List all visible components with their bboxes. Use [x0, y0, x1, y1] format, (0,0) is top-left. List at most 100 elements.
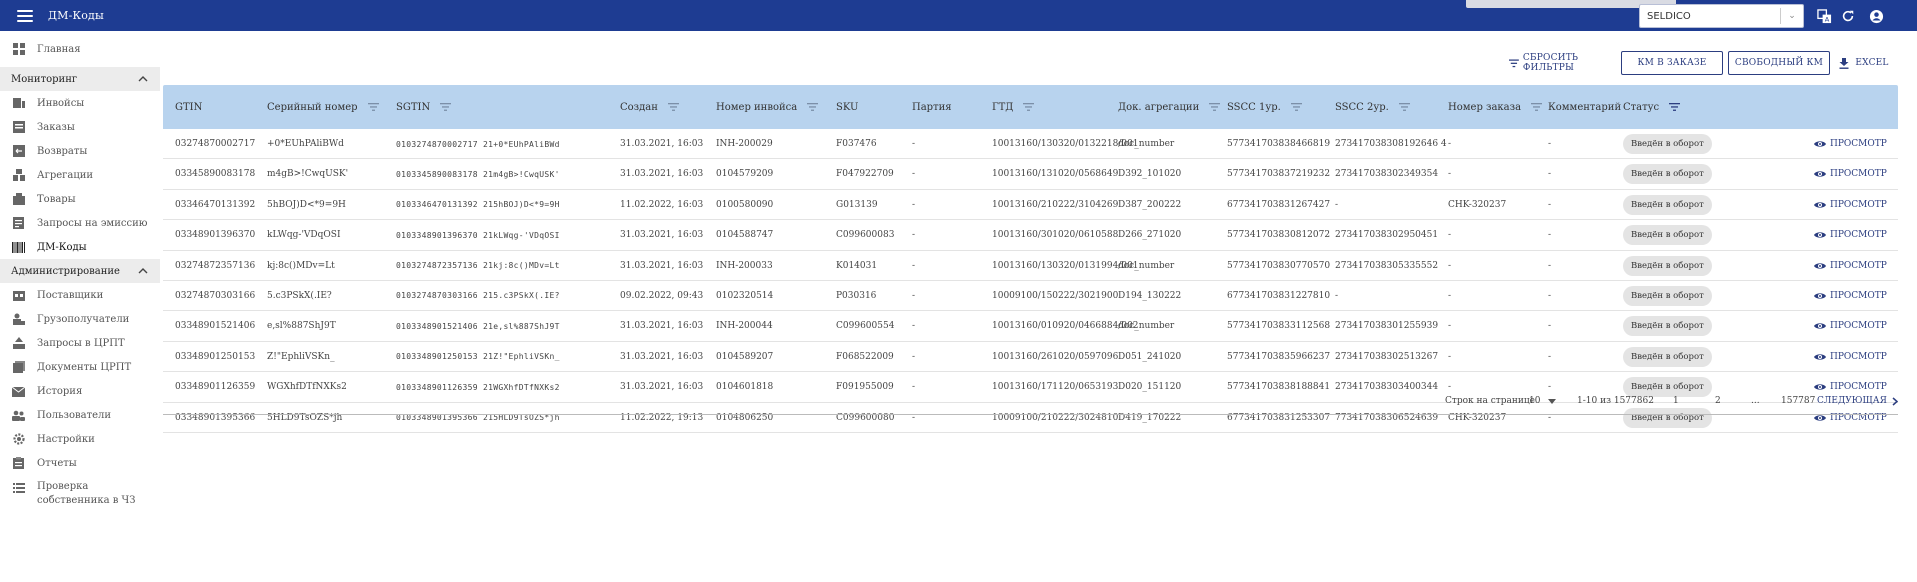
sidebar-item-owner-check[interactable]: Проверка собственника в ЧЗ [0, 475, 160, 515]
page-button-last[interactable]: 157787 [1781, 396, 1816, 406]
column-header-label: SGTIN [396, 101, 431, 113]
km-in-order-button[interactable]: КМ В ЗАКАЗЕ [1621, 51, 1723, 75]
status-badge[interactable]: Введён в оборот [1623, 164, 1712, 185]
chevron-down-icon[interactable]: ⌄ [1788, 11, 1796, 21]
sidebar-item-dm-codes[interactable]: ДМ-Коды [0, 235, 160, 259]
view-button[interactable]: ПРОСМОТР [1814, 169, 1887, 179]
sidebar-item-settings[interactable]: Настройки [0, 427, 160, 451]
filter-icon[interactable] [1023, 103, 1035, 111]
column-header-label: Партия [912, 101, 952, 113]
filter-icon[interactable] [1290, 103, 1302, 111]
filter-icon[interactable] [1398, 103, 1410, 111]
sidebar-item-consignees[interactable]: Грузополучатели [0, 307, 160, 331]
hamburger-menu-icon[interactable] [17, 9, 33, 22]
status-cell: Введён в оборот [1623, 372, 1712, 402]
status-badge[interactable]: Введён в оборот [1623, 134, 1712, 154]
status-badge[interactable]: Введён в оборот [1623, 255, 1712, 276]
column-header-sku[interactable]: SKU [836, 85, 858, 129]
column-header-serial[interactable]: Серийный номер [267, 85, 379, 129]
column-header-sscc1[interactable]: SSCC 1ур. [1227, 85, 1302, 129]
filter-icon[interactable] [1531, 103, 1543, 111]
cell-sgtin: 0103348901521406 21e,sl%887ShJ9T [396, 321, 560, 331]
cell-created: 11.02.2022, 19:13 [620, 412, 704, 423]
column-header-sscc2[interactable]: SSCC 2ур. [1335, 85, 1410, 129]
page-button-2[interactable]: 2 [1715, 396, 1721, 406]
cell-invoice: 0104588747 [716, 230, 774, 241]
view-cell: ПРОСМОТР [1814, 342, 1887, 372]
rows-per-page-select[interactable]: 10 [1529, 387, 1557, 415]
view-button[interactable]: ПРОСМОТР [1814, 291, 1887, 301]
column-header-order[interactable]: Номер заказа [1448, 85, 1543, 129]
table-toolbar: СБРОСИТЬ ФИЛЬТРЫ КМ В ЗАКАЗЕ СВОБОДНЫЙ К… [163, 51, 1898, 75]
column-header-status[interactable]: Статус [1623, 85, 1681, 129]
excel-export-button[interactable]: EXCEL [1835, 51, 1893, 75]
cell-sscc2: 273417038302513267 [1335, 351, 1439, 362]
filter-icon[interactable] [1669, 103, 1681, 111]
view-button[interactable]: ПРОСМОТР [1814, 382, 1887, 392]
sidebar-section-administration[interactable]: Администрирование [0, 259, 160, 283]
view-button[interactable]: ПРОСМОТР [1814, 200, 1887, 210]
status-badge[interactable]: Введён в оборот [1623, 316, 1712, 337]
status-badge[interactable]: Введён в оборот [1623, 225, 1712, 246]
column-header-label: Создан [620, 101, 658, 113]
status-badge[interactable]: Введён в оборот [1623, 377, 1712, 398]
next-page-label: СЛЕДУЮЩАЯ [1817, 396, 1887, 406]
sidebar-item-aggregations[interactable]: Агрегации [0, 163, 160, 187]
cell-order: CHK-320237 [1448, 199, 1507, 210]
column-header-gtd[interactable]: ГТД [992, 85, 1035, 129]
table-row: 03348901521406 e,sl%887ShJ9T 0103348901521… [163, 311, 1898, 342]
sidebar-item-orders[interactable]: Заказы [0, 115, 160, 139]
column-header-batch[interactable]: Партия [912, 85, 952, 129]
free-km-button[interactable]: СВОБОДНЫЙ КМ [1728, 51, 1830, 75]
sidebar-item-emission-requests[interactable]: Запросы на эмиссию [0, 211, 160, 235]
filter-icon[interactable] [807, 103, 819, 111]
column-header-agg-doc[interactable]: Док. агрегации [1118, 85, 1221, 129]
column-header-created[interactable]: Создан [620, 85, 679, 129]
column-header-gtin[interactable]: GTIN [175, 85, 202, 129]
view-button[interactable]: ПРОСМОТР [1814, 352, 1887, 362]
refresh-icon[interactable] [1840, 8, 1856, 24]
column-header-sgtin[interactable]: SGTIN [396, 85, 452, 129]
view-button[interactable]: ПРОСМОТР [1814, 139, 1887, 149]
sidebar-item-home[interactable]: Главная [0, 37, 160, 61]
sidebar-section-monitoring[interactable]: Мониторинг [0, 67, 160, 91]
sidebar-item-suppliers[interactable]: Поставщики [0, 283, 160, 307]
sidebar-item-returns[interactable]: Возвраты [0, 139, 160, 163]
filter-icon[interactable] [367, 103, 379, 111]
filter-icon[interactable] [1209, 103, 1221, 111]
view-button[interactable]: ПРОСМОТР [1814, 261, 1887, 271]
column-header-comment[interactable]: Комментарий [1548, 85, 1621, 129]
sidebar-item-users[interactable]: Пользователи [0, 403, 160, 427]
next-page-button[interactable]: СЛЕДУЮЩАЯ [1817, 387, 1898, 415]
cell-created: 31.03.2021, 16:03 [620, 260, 704, 271]
page-button-1[interactable]: 1 [1673, 396, 1679, 406]
sidebar-item-goods[interactable]: Товары [0, 187, 160, 211]
sidebar-item-invoices[interactable]: Инвойсы [0, 91, 160, 115]
translate-icon[interactable]: A [1816, 8, 1832, 24]
sidebar-item-reports[interactable]: Отчеты [0, 451, 160, 475]
account-icon[interactable] [1868, 8, 1884, 24]
sidebar-item-crpt-documents[interactable]: Документы ЦРПТ [0, 355, 160, 379]
sidebar-item-crpt-requests[interactable]: Запросы в ЦРПТ [0, 331, 160, 355]
top-overlay-strip [1466, 0, 1676, 8]
view-cell: ПРОСМОТР [1814, 159, 1887, 189]
filter-icon[interactable] [667, 103, 679, 111]
cell-invoice: 0104601818 [716, 382, 774, 393]
reset-filters-button[interactable]: СБРОСИТЬ ФИЛЬТРЫ [1509, 51, 1621, 75]
status-badge[interactable]: Введён в оборот [1623, 285, 1712, 306]
status-badge[interactable]: Введён в оборот [1623, 346, 1712, 367]
cell-gtd: 10009100/210222/3024810 [992, 412, 1119, 423]
view-button[interactable]: ПРОСМОТР [1814, 321, 1887, 331]
view-button[interactable]: ПРОСМОТР [1814, 413, 1887, 423]
column-header-invoice[interactable]: Номер инвойса [716, 85, 819, 129]
view-label: ПРОСМОТР [1830, 260, 1887, 271]
status-badge[interactable]: Введён в оборот [1623, 407, 1712, 428]
filter-icon[interactable] [440, 103, 452, 111]
status-badge[interactable]: Введён в оборот [1623, 194, 1712, 215]
sidebar-item-history[interactable]: История [0, 379, 160, 403]
km-in-order-label: КМ В ЗАКАЗЕ [1637, 58, 1707, 68]
organization-select[interactable]: SELDICO ⌄ [1639, 4, 1804, 28]
column-header-label: GTIN [175, 101, 203, 113]
view-button[interactable]: ПРОСМОТР [1814, 230, 1887, 240]
status-cell: Введён в оборот [1623, 281, 1712, 311]
